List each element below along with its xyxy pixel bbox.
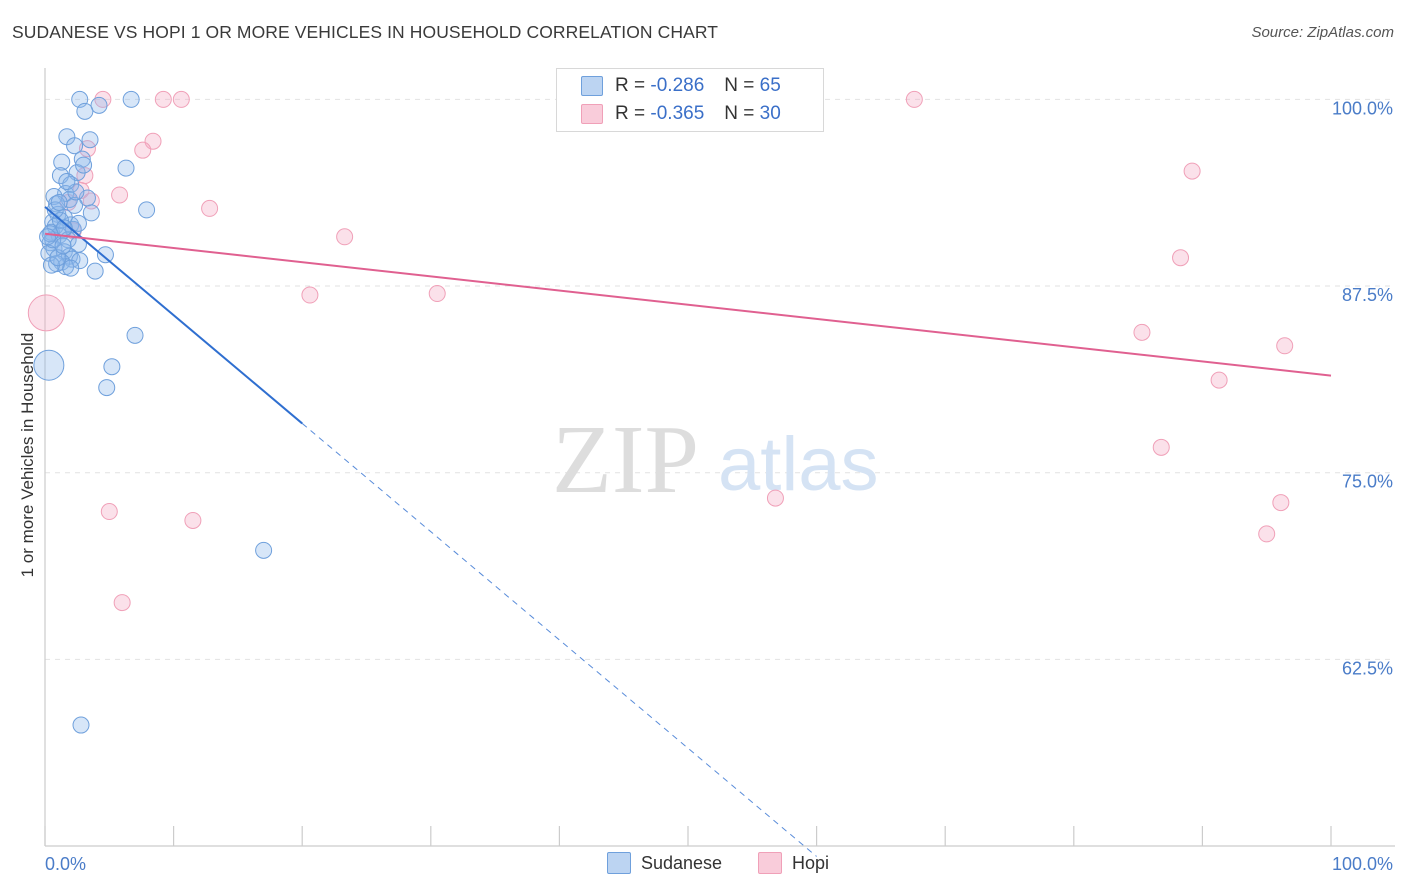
x-tick-label-0: 0.0%	[45, 854, 86, 874]
axes	[44, 68, 1395, 847]
bottom-sudanese-label: Sudanese	[641, 852, 723, 873]
sudanese-swatch	[581, 76, 603, 96]
watermark-atlas: atlas	[718, 422, 879, 507]
hopi-point-22	[1258, 525, 1276, 543]
sudanese-point-43	[62, 259, 80, 277]
hopi-point-10	[201, 199, 219, 217]
hopi-point-15	[428, 285, 446, 303]
source-label: Source: ZipAtlas.com	[1251, 24, 1394, 41]
y-tick-label-2: 87.5%	[1342, 285, 1393, 305]
bottom-legend-sudanese: Sudanese	[607, 852, 722, 874]
sudanese-point-51	[75, 156, 93, 174]
sudanese-point-42	[86, 262, 104, 280]
sudanese-point-61	[72, 716, 90, 734]
legend-row-sudanese: R = -0.286 N = 65	[581, 73, 781, 99]
sudanese-r-value: -0.286	[650, 75, 705, 96]
sudanese-trend-extension	[301, 423, 817, 857]
sudanese-point-2	[90, 96, 108, 114]
tick-labels: 62.5% 75.0% 87.5% 100.0% 0.0% 100.0%	[45, 98, 1393, 874]
watermark: ZIP atlas	[552, 406, 879, 514]
sudanese-point-63	[39, 228, 57, 246]
legend-row-hopi: R = -0.365 N = 30	[581, 101, 781, 127]
hopi-n-value: 30	[759, 103, 781, 124]
sudanese-point-8	[53, 153, 71, 171]
sudanese-n-value: 65	[759, 75, 781, 96]
hopi-point-13	[1183, 162, 1201, 180]
sudanese-point-59	[98, 379, 116, 397]
sudanese-points	[33, 90, 273, 734]
hopi-point-5	[134, 141, 152, 159]
sudanese-point-55	[50, 193, 68, 211]
sudanese-n-label: N =	[724, 75, 755, 96]
y-axis-label: 1 or more Vehicles in Household	[18, 332, 37, 578]
hopi-point-20	[766, 489, 784, 507]
sudanese-point-7	[73, 150, 91, 168]
hopi-r-value: -0.365	[650, 103, 705, 124]
correlation-legend: R = -0.286 N = 65 R = -0.365 N = 30	[556, 68, 824, 132]
hopi-point-14	[301, 286, 319, 304]
hopi-point-25	[113, 594, 131, 612]
hopi-point-16	[1133, 323, 1151, 341]
sudanese-point-3	[76, 102, 94, 120]
hopi-r-label: R =	[615, 103, 646, 124]
hopi-point-9	[111, 186, 129, 204]
sudanese-point-36	[96, 246, 114, 264]
hopi-point-12	[1172, 249, 1190, 267]
hopi-point-23	[100, 503, 118, 521]
hopi-point-2	[172, 90, 190, 108]
hopi-point-24	[184, 511, 202, 529]
sudanese-point-19	[138, 201, 156, 219]
sudanese-r-label: R =	[615, 75, 646, 96]
hopi-point-26	[27, 294, 65, 332]
bottom-sudanese-swatch	[607, 852, 631, 874]
bottom-hopi-label: Hopi	[792, 852, 830, 873]
hopi-swatch	[581, 104, 603, 124]
sudanese-point-1	[122, 90, 140, 108]
sudanese-point-6	[66, 137, 84, 155]
sudanese-point-5	[81, 131, 99, 149]
hopi-trend-line	[44, 232, 1332, 377]
hopi-point-11	[336, 228, 354, 246]
sudanese-trend-line	[44, 206, 303, 425]
hopi-point-18	[1210, 371, 1228, 389]
bottom-hopi-swatch	[758, 852, 782, 874]
hopi-n-label: N =	[724, 103, 755, 124]
sudanese-point-56	[126, 326, 144, 344]
sudanese-point-60	[255, 541, 273, 559]
x-tick-label-1: 100.0%	[1332, 854, 1393, 874]
hopi-point-1	[154, 90, 172, 108]
chart-title: SUDANESE VS HOPI 1 OR MORE VEHICLES IN H…	[12, 22, 719, 42]
hopi-point-19	[1152, 438, 1170, 456]
sudanese-point-53	[54, 237, 72, 255]
hopi-point-3	[905, 90, 923, 108]
gridlines	[45, 98, 1395, 660]
trend-lines	[44, 206, 1332, 857]
sudanese-point-54	[69, 214, 87, 232]
sudanese-point-58	[33, 349, 65, 381]
sudanese-point-50	[58, 173, 76, 191]
hopi-point-21	[1272, 494, 1290, 512]
sudanese-point-64	[82, 204, 100, 222]
y-tick-label-0: 62.5%	[1342, 658, 1393, 678]
watermark-zip: ZIP	[552, 406, 699, 514]
sudanese-point-9	[117, 159, 135, 177]
bottom-legend-hopi: Hopi	[758, 852, 829, 874]
hopi-point-17	[1276, 337, 1294, 355]
sudanese-point-57	[103, 358, 121, 376]
y-tick-label-3: 100.0%	[1332, 98, 1393, 118]
y-tick-label-1: 75.0%	[1342, 472, 1393, 492]
